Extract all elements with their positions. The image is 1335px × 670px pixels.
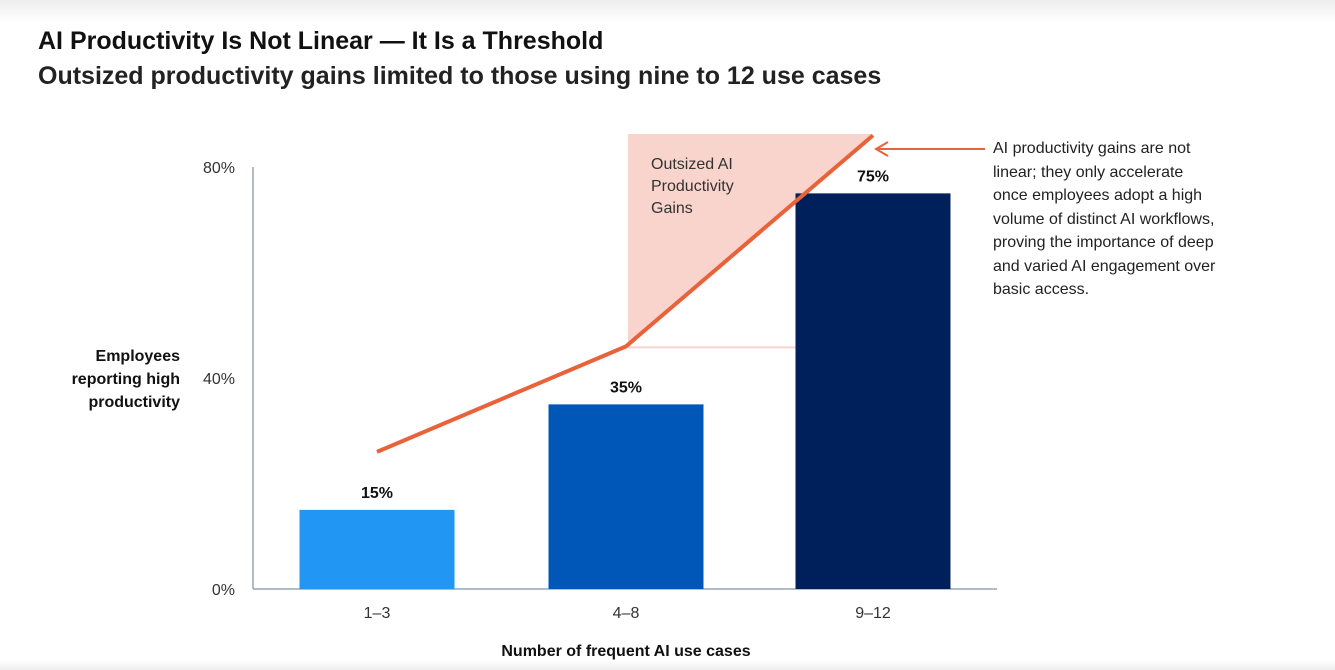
- bar-value-label: 15%: [361, 485, 393, 502]
- y-tick-label: 40%: [203, 371, 235, 388]
- highlight-label: Gains: [651, 200, 693, 217]
- highlight-label: Outsized AI: [651, 156, 733, 173]
- chart-title: AI Productivity Is Not Linear — It Is a …: [38, 27, 604, 55]
- bar-value-label: 35%: [610, 379, 642, 396]
- y-tick-label: 0%: [212, 582, 235, 599]
- top-fade: [0, 0, 1335, 22]
- annotation-callout: AI productivity gains are not linear; the…: [993, 137, 1313, 302]
- annotation-line: linear; they only accelerate: [993, 163, 1184, 181]
- trend-line: [376, 133, 875, 454]
- bar: [795, 193, 951, 589]
- x-axis-title: Number of frequent AI use cases: [501, 643, 750, 660]
- annotation-line: proving the importance of deep: [993, 234, 1214, 251]
- bottom-fade: [0, 660, 1335, 670]
- bar: [299, 509, 455, 589]
- x-tick-label: 9–12: [855, 605, 891, 622]
- bar: [548, 404, 704, 589]
- highlight-label: Productivity: [651, 178, 734, 195]
- annotation-line: volume of distinct AI workflows,: [993, 210, 1215, 228]
- x-tick-label: 4–8: [613, 605, 640, 622]
- bar-value-label: 75%: [857, 168, 889, 185]
- annotation-line: AI productivity gains are not: [993, 140, 1191, 157]
- x-tick-label: 1–3: [364, 605, 391, 622]
- y-axis-label: Employees reporting high productivity: [71, 348, 180, 411]
- y-tick-label: 80%: [203, 160, 235, 177]
- chart-subtitle: Outsized productivity gains limited to t…: [38, 62, 882, 90]
- annotation-line: basic access.: [993, 281, 1090, 298]
- annotation-line: once employees adopt a high: [993, 187, 1203, 204]
- annotation-line: and varied AI engagement over: [993, 257, 1216, 275]
- annotation-arrow-head: [874, 141, 889, 157]
